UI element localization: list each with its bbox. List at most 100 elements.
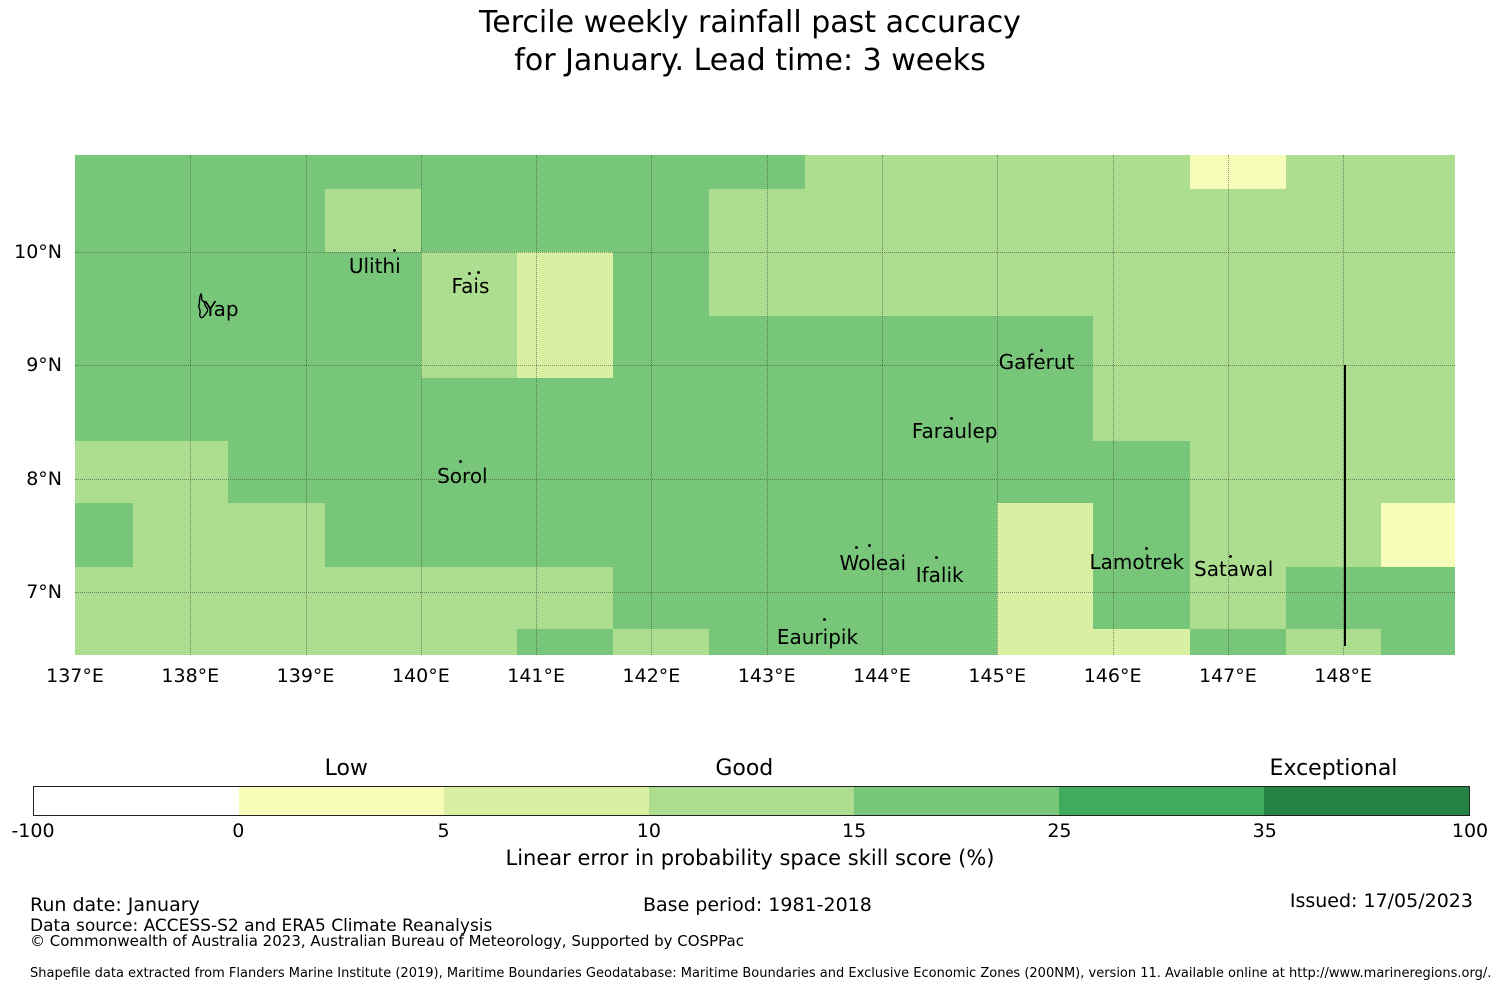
map-cell-region xyxy=(1189,566,1287,630)
map-cell-region xyxy=(75,503,134,568)
gridline-v-148E xyxy=(1343,155,1345,655)
x-tick-label-140E: 140°E xyxy=(391,665,450,687)
map-cell-region xyxy=(75,628,518,655)
map-cell-region xyxy=(516,315,615,379)
map-cell-region xyxy=(1381,628,1455,655)
gridline-v-142E xyxy=(651,155,653,655)
island-label-ifalik: Ifalik xyxy=(915,562,964,587)
chart-title-line2: for January. Lead time: 3 weeks xyxy=(514,43,986,78)
island-label-sorol: Sorol xyxy=(437,464,488,489)
island-label-lamotrek: Lamotrek xyxy=(1089,550,1185,575)
gridline-h-7N xyxy=(75,591,1455,593)
island-label-faraulep: Faraulep xyxy=(911,419,998,444)
island-dot-satawal xyxy=(1228,555,1232,559)
colorbar-segment-5 xyxy=(854,787,1059,815)
chart-title-line1: Tercile weekly rainfall past accuracy xyxy=(479,5,1021,40)
map-cell-region xyxy=(1189,503,1382,568)
colorbar-segment-1 xyxy=(34,787,239,815)
island-dot-lamotrek xyxy=(1144,547,1148,551)
colorbar-tier-label-low: Low xyxy=(324,756,368,781)
gridline-v-138E xyxy=(190,155,192,655)
map-cell-region xyxy=(420,252,518,317)
map-cell-region xyxy=(613,252,710,317)
y-tick-label-7N: 7°N xyxy=(26,580,62,603)
gridline-v-141E xyxy=(536,155,538,655)
gridline-h-10N xyxy=(75,252,1455,254)
colorbar-segment-2 xyxy=(239,787,444,815)
map-cell-region xyxy=(613,566,998,630)
colorbar-tier-label-exceptional: Exceptional xyxy=(1269,756,1398,781)
map-cell-region xyxy=(325,503,998,568)
y-tick-label-8N: 8°N xyxy=(26,467,62,490)
island-label-gaferut: Gaferut xyxy=(998,350,1075,374)
x-tick-label-141E: 141°E xyxy=(507,665,566,687)
map-cell-region xyxy=(1285,155,1455,190)
island-dot-woleai xyxy=(855,546,859,550)
colorbar-tick-label-100: 100 xyxy=(1451,820,1489,842)
map-cell-region xyxy=(132,503,326,568)
yap-island-shape xyxy=(193,292,215,326)
map-cell-region xyxy=(516,252,615,317)
footer-run-date: Run date: January xyxy=(30,894,200,916)
x-tick-label-137E: 137°E xyxy=(46,665,104,687)
island-dot-fais xyxy=(477,271,480,275)
footer-data-source: Data source: ACCESS-S2 and ERA5 Climate … xyxy=(30,916,493,936)
gridline-v-140E xyxy=(420,155,422,655)
map-cell-region xyxy=(997,566,1094,630)
island-dot-ulithi xyxy=(392,248,396,252)
footer-shapefile-note: Shapefile data extracted from Flanders M… xyxy=(30,966,1492,981)
map-cell-region xyxy=(1092,315,1455,379)
eez-boundary-line xyxy=(1344,365,1347,646)
map-cell-region xyxy=(1092,377,1455,442)
map-cell-region xyxy=(997,503,1094,568)
colorbar-tick-label-15: 15 xyxy=(842,820,867,842)
map-cell-region xyxy=(613,315,1094,379)
colorbar-tick-label-25: 25 xyxy=(1047,820,1072,842)
colorbar-caption: Linear error in probability space skill … xyxy=(505,846,995,870)
island-dot-woleai xyxy=(867,543,871,547)
map-cell-region xyxy=(325,188,422,253)
map-cell-region xyxy=(420,188,710,253)
gridline-v-139E xyxy=(305,155,307,655)
colorbar-tick-label-5: 5 xyxy=(437,820,450,842)
map-cell-region xyxy=(75,188,326,253)
map-cell-region xyxy=(1285,628,1382,655)
island-dot-gaferut xyxy=(1039,349,1043,353)
y-tick-label-10N: 10°N xyxy=(14,241,62,264)
gridline-v-144E xyxy=(882,155,884,655)
colorbar-segment-3 xyxy=(444,787,649,815)
island-label-yap: Yap xyxy=(204,296,239,321)
map-cell-region xyxy=(997,628,1191,655)
island-dot-sorol xyxy=(458,460,462,464)
island-dot-faraulep xyxy=(949,417,953,421)
island-dot-fais xyxy=(467,272,471,276)
map-cell-region xyxy=(1189,628,1287,655)
gridline-h-8N xyxy=(75,478,1455,480)
footer-copyright: © Commonwealth of Australia 2023, Austra… xyxy=(30,932,744,950)
colorbar-tick-label-0: 0 xyxy=(232,820,245,842)
footer-base-period: Base period: 1981-2018 xyxy=(643,894,872,916)
x-tick-label-146E: 146°E xyxy=(1083,665,1142,687)
island-label-woleai: Woleai xyxy=(839,551,907,576)
colorbar-tick-label--100: -100 xyxy=(11,820,55,842)
map-cell-region xyxy=(1092,503,1191,568)
map-cell-region xyxy=(420,315,518,379)
colorbar-tick-label-35: 35 xyxy=(1252,820,1277,842)
map-cell-region xyxy=(1092,566,1191,630)
map-cell-region xyxy=(75,252,422,317)
map-cell-region xyxy=(1381,503,1455,568)
island-label-eauripik: Eauripik xyxy=(776,624,859,649)
island-label-satawal: Satawal xyxy=(1194,557,1274,582)
gridline-v-146E xyxy=(1112,155,1114,655)
island-label-ulithi: Ulithi xyxy=(348,253,401,278)
y-tick-label-9N: 9°N xyxy=(26,354,62,377)
map-cell-region xyxy=(228,441,1191,505)
colorbar-tier-label-good: Good xyxy=(715,756,774,781)
map-cell-region xyxy=(75,377,1094,442)
island-label-fais: Fais xyxy=(451,274,490,299)
x-tick-label-143E: 143°E xyxy=(737,665,796,687)
gridline-v-143E xyxy=(766,155,768,655)
x-tick-label-147E: 147°E xyxy=(1198,665,1257,687)
map-cell-region xyxy=(613,628,710,655)
